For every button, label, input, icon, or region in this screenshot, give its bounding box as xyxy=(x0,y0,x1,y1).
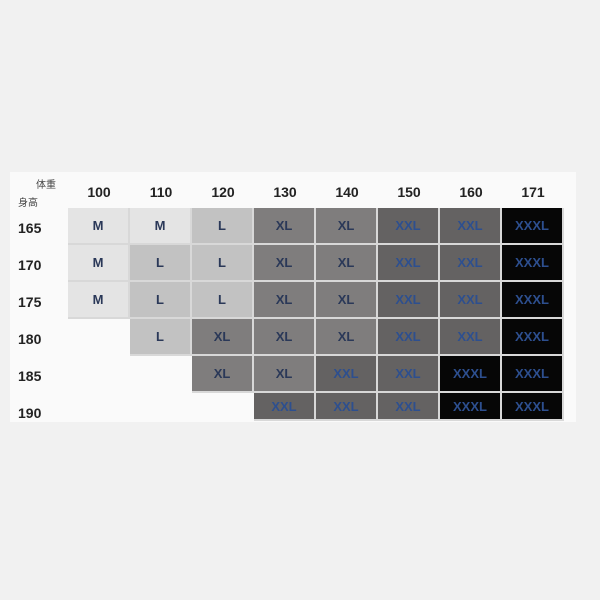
column-header: 130 xyxy=(273,184,297,200)
size-cell: XXL xyxy=(254,393,316,421)
column-header: 171 xyxy=(521,184,545,200)
size-cell: XL xyxy=(192,356,254,393)
size-cell: M xyxy=(68,208,130,245)
size-cell: XXXL xyxy=(502,319,564,356)
size-cell: L xyxy=(130,282,192,319)
column-header: 140 xyxy=(335,184,359,200)
size-cell: XXXL xyxy=(502,393,564,421)
size-cell: XXXL xyxy=(502,208,564,245)
size-cell: M xyxy=(68,282,130,319)
size-cell: XL xyxy=(316,282,378,319)
size-cell: XXL xyxy=(378,356,440,393)
size-cell: XXXL xyxy=(440,356,502,393)
column-header: 100 xyxy=(87,184,111,200)
size-cell: XXL xyxy=(440,245,502,282)
size-cell: L xyxy=(192,245,254,282)
height-corner-label: 身高 xyxy=(18,198,38,209)
size-cell: XXL xyxy=(316,356,378,393)
size-cell: XXXL xyxy=(440,393,502,421)
size-cell: M xyxy=(68,245,130,282)
size-cell: XXXL xyxy=(502,245,564,282)
size-cell: XXL xyxy=(378,282,440,319)
size-cell: XXL xyxy=(378,245,440,282)
size-cell: XL xyxy=(254,245,316,282)
size-cell: XL xyxy=(254,282,316,319)
column-header: 110 xyxy=(149,184,173,200)
size-cell: XL xyxy=(254,356,316,393)
size-cell: L xyxy=(192,208,254,245)
size-cell: XL xyxy=(316,319,378,356)
size-cell: XXXL xyxy=(502,356,564,393)
size-cell: L xyxy=(192,282,254,319)
size-cell: XL xyxy=(254,208,316,245)
size-cell: XL xyxy=(254,319,316,356)
size-cell: M xyxy=(130,208,192,245)
size-cell: XXL xyxy=(440,282,502,319)
size-cell: XXL xyxy=(440,208,502,245)
size-cell: L xyxy=(130,319,192,356)
size-cell: XXXL xyxy=(502,282,564,319)
column-header: 120 xyxy=(211,184,235,200)
row-header: 185 xyxy=(18,368,42,384)
row-header: 165 xyxy=(18,220,42,236)
size-cell: XL xyxy=(316,245,378,282)
weight-corner-label: 体重 xyxy=(36,180,56,191)
size-cell: XXL xyxy=(378,319,440,356)
size-cell: XXL xyxy=(378,208,440,245)
row-header: 170 xyxy=(18,257,42,273)
row-header: 175 xyxy=(18,294,42,310)
size-cell: XL xyxy=(316,208,378,245)
size-cell: XXL xyxy=(440,319,502,356)
column-header: 160 xyxy=(459,184,483,200)
size-cell: L xyxy=(130,245,192,282)
row-header: 180 xyxy=(18,331,42,347)
row-header: 190 xyxy=(18,405,42,421)
size-cell: XL xyxy=(192,319,254,356)
column-header: 150 xyxy=(397,184,421,200)
size-cell: XXL xyxy=(378,393,440,421)
size-cell: XXL xyxy=(316,393,378,421)
